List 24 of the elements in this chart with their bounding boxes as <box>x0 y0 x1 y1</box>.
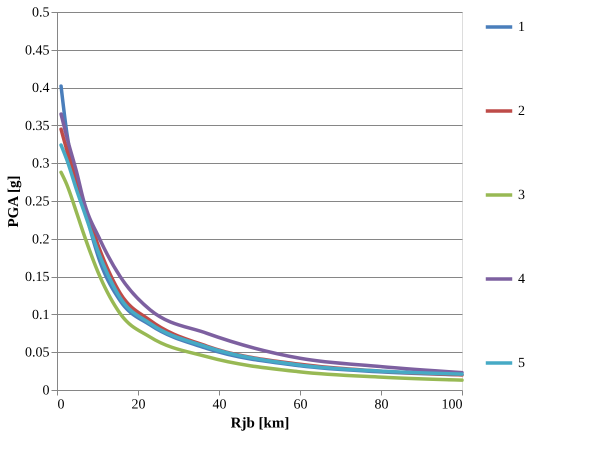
x-tick-label: 40 <box>212 398 226 412</box>
y-tick-label: 0.4 <box>32 81 50 96</box>
y-tick-label: 0.05 <box>25 346 50 361</box>
y-tick-label: 0.2 <box>32 232 50 248</box>
legend-label: 1 <box>518 20 525 35</box>
y-tick-label: 0.3 <box>32 156 50 172</box>
x-tick-label: 100 <box>442 398 462 412</box>
y-tick-label: 0.15 <box>25 270 50 286</box>
x-tick-label: 20 <box>132 398 146 412</box>
legend-label: 5 <box>518 356 525 371</box>
y-tick-label: 0.25 <box>25 194 50 210</box>
y-axis-title: PGA [g] <box>6 175 22 228</box>
legend-label: 2 <box>518 104 525 119</box>
y-tick-label: 0.35 <box>25 118 50 134</box>
legend-label: 3 <box>518 188 525 203</box>
y-tick-label: 0 <box>42 384 50 398</box>
x-tick-label: 60 <box>294 398 308 412</box>
x-tick-label: 0 <box>58 398 64 412</box>
x-axis-title: Rjb [km] <box>230 416 290 432</box>
y-tick-label: 0.1 <box>32 308 50 323</box>
y-tick-label: 0.5 <box>32 6 50 20</box>
legend-label: 4 <box>518 272 525 287</box>
x-tick-label: 80 <box>374 398 388 412</box>
y-tick-label: 0.45 <box>25 43 50 58</box>
